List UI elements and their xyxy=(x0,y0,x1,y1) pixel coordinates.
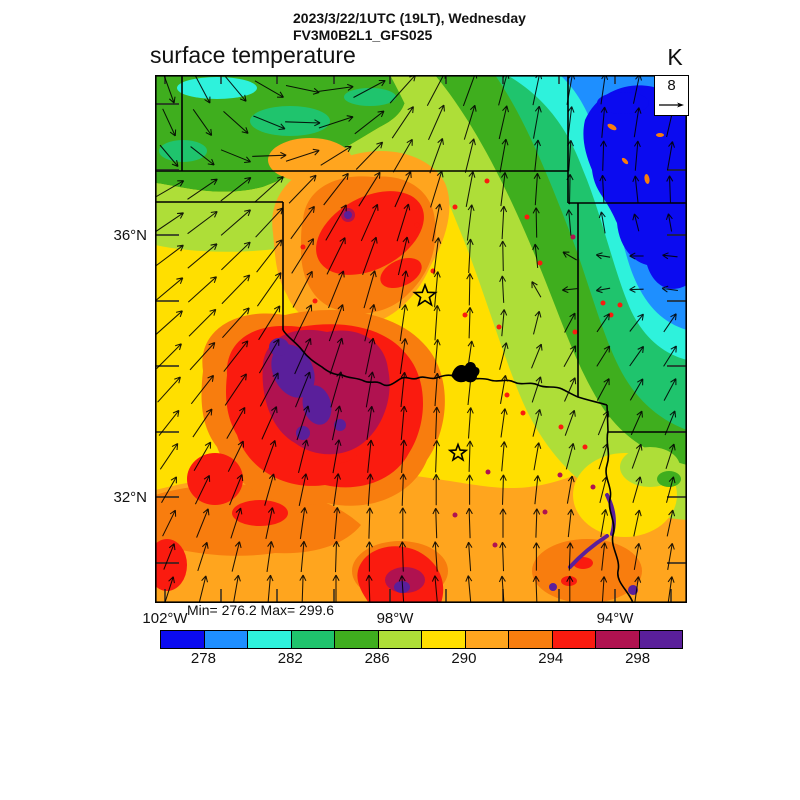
colorbar-tick-label: 290 xyxy=(451,650,477,667)
colorbar-segment xyxy=(422,631,466,648)
model-title: FV3M0B2L1_GFS025 xyxy=(293,27,433,43)
colorbar-segment xyxy=(248,631,292,648)
datetime-title: 2023/3/22/1UTC (19LT), Wednesday xyxy=(293,10,526,26)
temperature-field-svg xyxy=(155,75,687,603)
colorbar-tick-label: 298 xyxy=(625,650,651,667)
colorbar-tick-label: 278 xyxy=(190,650,216,667)
city-star-marker xyxy=(447,442,469,462)
lon-label-102w: 102°W xyxy=(142,610,188,627)
colorbar-segment xyxy=(204,631,248,648)
wind-vector-arrows xyxy=(155,75,678,603)
variable-title: surface temperature xyxy=(150,42,356,68)
temperature-map xyxy=(155,75,687,603)
lat-label-32n: 32°N xyxy=(113,489,147,506)
reference-vector-value: 8 xyxy=(667,77,676,94)
minmax-label: Min= 276.2 Max= 299.6 xyxy=(187,602,335,618)
lat-label-36n: 36°N xyxy=(113,227,147,244)
colorbar xyxy=(160,630,683,649)
reference-vector-box: 8 xyxy=(654,75,689,116)
colorbar-tick-label: 294 xyxy=(538,650,564,667)
lon-label-98w: 98°W xyxy=(376,610,414,627)
colorbar-segment xyxy=(465,631,509,648)
colorbar-segment xyxy=(552,631,596,648)
units-label: K xyxy=(667,44,683,70)
reference-vector-arrow-icon xyxy=(659,102,684,108)
colorbar-segment xyxy=(509,631,553,648)
colorbar-segment xyxy=(596,631,640,648)
colorbar-segment xyxy=(291,631,335,648)
colorbar-segment xyxy=(161,631,205,648)
lon-label-94w: 94°W xyxy=(596,610,634,627)
city-star-marker xyxy=(412,282,438,307)
colorbar-segment xyxy=(335,631,379,648)
colorbar-tick-label: 286 xyxy=(364,650,390,667)
colorbar-segment xyxy=(639,631,682,648)
colorbar-segment xyxy=(378,631,422,648)
colorbar-tick-label: 282 xyxy=(277,650,303,667)
